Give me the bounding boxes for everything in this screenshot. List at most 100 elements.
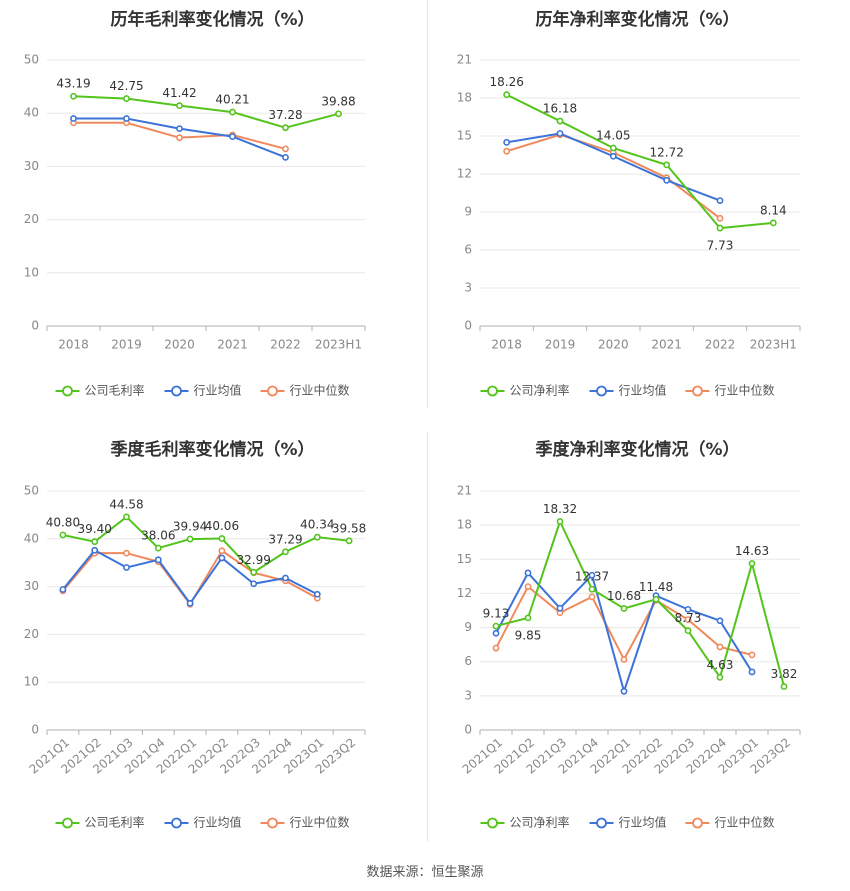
data-point-industry_median bbox=[218, 547, 226, 555]
series-line-industry_median bbox=[62, 549, 318, 606]
data-label: 9.85 bbox=[515, 628, 542, 642]
y-tick-label: 12 bbox=[457, 586, 472, 600]
legend-swatch-marker bbox=[487, 385, 498, 397]
y-tick-label: 20 bbox=[24, 212, 39, 226]
legend-label: 行业中位数 bbox=[715, 815, 775, 830]
data-point-industry_avg bbox=[588, 571, 596, 579]
data-point-industry_avg bbox=[123, 115, 130, 122]
data-label: 12.72 bbox=[649, 145, 683, 159]
data-label: 38.06 bbox=[141, 529, 175, 543]
data-point-industry_avg bbox=[556, 130, 564, 137]
x-tick-label: 2019 bbox=[545, 338, 576, 352]
legend-label: 公司毛利率 bbox=[85, 815, 145, 830]
data-label: 3.82 bbox=[771, 667, 798, 681]
panel-divider-top bbox=[427, 0, 428, 408]
data-point-industry_avg bbox=[609, 152, 617, 160]
y-tick-label: 15 bbox=[457, 552, 472, 566]
data-point-company bbox=[503, 91, 511, 99]
data-point-company bbox=[282, 124, 289, 132]
data-point-industry_median bbox=[282, 145, 289, 153]
legend-item-industry_avg: 行业均值 bbox=[164, 383, 242, 398]
quarterly-net-margin-chart: 季度净利率变化情况（%）0369121518212021Q12021Q22021… bbox=[457, 439, 801, 830]
data-point-industry_avg bbox=[70, 115, 77, 122]
data-point-industry_avg bbox=[716, 617, 724, 625]
data-point-company bbox=[556, 518, 564, 525]
x-tick-label: 2022 bbox=[705, 338, 736, 352]
legend-item-industry_median: 行业中位数 bbox=[260, 383, 350, 398]
data-point-industry_avg bbox=[663, 176, 671, 184]
panel-divider-bottom bbox=[427, 432, 428, 842]
x-tick-label: 2019 bbox=[111, 338, 142, 352]
y-tick-label: 0 bbox=[31, 723, 39, 737]
legend-swatch-marker bbox=[171, 817, 182, 829]
data-label: 39.40 bbox=[78, 522, 112, 536]
data-point-company bbox=[652, 595, 660, 603]
data-point-industry_avg bbox=[229, 133, 236, 141]
data-point-company bbox=[684, 627, 692, 635]
legend-label: 行业中位数 bbox=[290, 383, 350, 398]
data-label: 42.75 bbox=[109, 79, 143, 93]
legend-item-industry_avg: 行业均值 bbox=[164, 815, 242, 830]
legend-label: 公司毛利率 bbox=[85, 383, 145, 398]
series-line-company bbox=[495, 520, 785, 687]
data-source-note: 数据来源：恒生聚源 bbox=[366, 865, 484, 880]
data-point-industry_median bbox=[748, 651, 756, 659]
data-point-company bbox=[716, 224, 724, 232]
series-line-company bbox=[506, 93, 774, 230]
data-label: 9.13 bbox=[483, 607, 510, 621]
data-point-industry_median bbox=[716, 214, 724, 222]
data-point-industry_median bbox=[176, 134, 183, 142]
x-tick-label: 2018 bbox=[58, 338, 89, 352]
quarterly-gross-margin-chart: 季度毛利率变化情况（%）010203040502021Q12021Q22021Q… bbox=[24, 439, 367, 830]
data-point-company bbox=[556, 117, 564, 125]
data-point-company bbox=[345, 537, 353, 545]
y-tick-label: 21 bbox=[457, 53, 472, 67]
data-point-industry_median bbox=[588, 593, 596, 601]
y-tick-label: 3 bbox=[464, 281, 472, 295]
data-point-industry_median bbox=[503, 147, 511, 155]
data-label: 18.26 bbox=[489, 75, 523, 89]
y-tick-label: 3 bbox=[464, 688, 472, 702]
data-point-industry_avg bbox=[620, 687, 628, 695]
legend-label: 行业均值 bbox=[194, 383, 242, 398]
data-label: 8.14 bbox=[760, 203, 787, 217]
y-tick-label: 40 bbox=[24, 106, 39, 120]
legend-item-company: 公司净利率 bbox=[480, 815, 570, 830]
legend-item-industry_median: 行业中位数 bbox=[685, 383, 775, 398]
data-point-industry_avg bbox=[59, 586, 67, 593]
data-point-company bbox=[91, 538, 99, 546]
y-tick-label: 20 bbox=[24, 627, 39, 641]
legend-swatch-marker bbox=[596, 817, 607, 829]
data-point-industry_avg bbox=[313, 590, 321, 598]
data-point-company bbox=[70, 92, 77, 100]
data-point-company bbox=[780, 683, 788, 690]
data-point-company bbox=[250, 568, 258, 576]
series-line-industry_avg bbox=[62, 549, 318, 605]
data-label: 40.34 bbox=[300, 518, 334, 532]
legend-item-industry_median: 行业中位数 bbox=[260, 815, 350, 830]
data-point-industry_avg bbox=[748, 668, 756, 676]
data-point-industry_avg bbox=[492, 629, 500, 637]
y-tick-label: 15 bbox=[457, 129, 472, 143]
y-tick-label: 18 bbox=[457, 91, 472, 105]
data-label: 16.18 bbox=[543, 102, 577, 116]
data-label: 39.58 bbox=[332, 521, 366, 535]
data-point-company bbox=[492, 622, 500, 630]
data-point-industry_avg bbox=[524, 569, 532, 577]
legend-label: 行业均值 bbox=[194, 815, 242, 830]
data-point-company bbox=[620, 605, 628, 612]
y-tick-label: 10 bbox=[24, 675, 39, 689]
data-point-company bbox=[282, 548, 289, 556]
data-point-industry_avg bbox=[123, 564, 130, 571]
legend-item-industry_avg: 行业均值 bbox=[589, 383, 667, 398]
data-point-company bbox=[176, 102, 183, 110]
legend-swatch-marker bbox=[62, 385, 73, 397]
data-label: 37.29 bbox=[268, 532, 302, 546]
legend-swatch-marker bbox=[487, 817, 498, 829]
chart-title: 历年毛利率变化情况（%） bbox=[110, 9, 314, 30]
data-point-industry_median bbox=[123, 549, 130, 557]
y-tick-label: 50 bbox=[24, 484, 39, 498]
x-tick-label: 2021 bbox=[651, 338, 682, 352]
data-point-company bbox=[123, 95, 130, 102]
data-label: 11.48 bbox=[639, 580, 673, 594]
